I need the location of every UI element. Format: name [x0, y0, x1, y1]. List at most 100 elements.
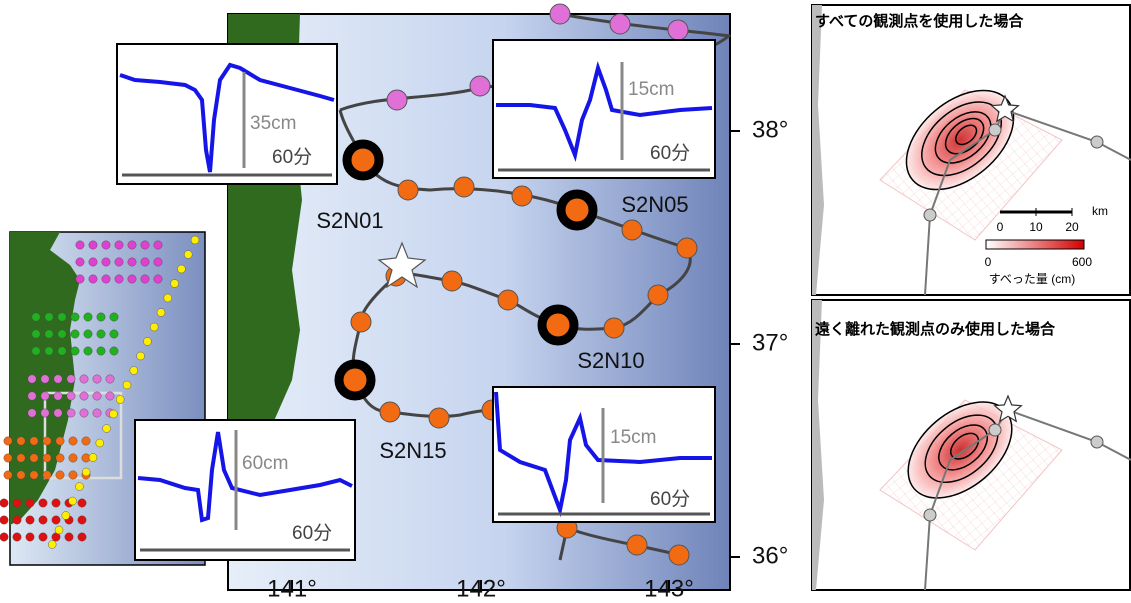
- locator-node: [52, 499, 60, 507]
- locator-node: [13, 499, 21, 507]
- locator-node: [110, 313, 118, 321]
- inset: 35cm 60分: [117, 44, 337, 184]
- inset: 15cm 60分: [493, 387, 715, 522]
- locator-node: [154, 258, 162, 266]
- lat-label: 36°: [752, 542, 788, 569]
- locator-node: [41, 375, 49, 383]
- locator-node: [191, 236, 199, 244]
- locator-node: [52, 516, 60, 524]
- locator-node: [143, 338, 151, 346]
- locator-node: [0, 533, 8, 541]
- locator-node: [171, 280, 179, 288]
- cable-node: [924, 209, 936, 221]
- cable-node: [989, 124, 1001, 136]
- panel-title: すべての観測点を使用した場合: [815, 12, 1024, 30]
- locator-node: [115, 241, 123, 249]
- locator-node: [4, 437, 12, 445]
- locator-node: [71, 347, 79, 355]
- slip-panel: 遠く離れた観測点のみ使用した場合: [812, 300, 1131, 590]
- locator-node: [128, 275, 136, 283]
- locator-node: [0, 499, 8, 507]
- station-label: S2N10: [577, 348, 644, 373]
- locator-node: [89, 258, 97, 266]
- amplitude: 35cm: [250, 113, 296, 134]
- colorbar-label: すべった量 (cm): [989, 272, 1075, 286]
- locator-node: [28, 409, 36, 417]
- locator-node: [89, 275, 97, 283]
- locator-node: [102, 258, 110, 266]
- locator-node: [154, 275, 162, 283]
- locator-node: [45, 313, 53, 321]
- locator-node: [89, 241, 97, 249]
- locator-node: [32, 330, 40, 338]
- locator-node: [97, 330, 105, 338]
- duration: 60分: [292, 522, 332, 544]
- locator-node: [115, 258, 123, 266]
- station-label: S2N15: [379, 438, 446, 463]
- panel-title: 遠く離れた観測点のみ使用した場合: [815, 320, 1056, 338]
- locator-node: [55, 526, 63, 534]
- cable-node: [387, 90, 407, 110]
- locator-node: [26, 533, 34, 541]
- locator-node: [150, 323, 158, 331]
- duration: 60分: [650, 142, 690, 164]
- locator-node: [30, 454, 38, 462]
- cable-node: [1091, 136, 1103, 148]
- locator-node: [76, 258, 84, 266]
- locator-node: [84, 330, 92, 338]
- locator-node: [116, 396, 124, 404]
- inset: 60cm 60分: [135, 420, 355, 560]
- locator-node: [69, 497, 77, 505]
- locator-node: [80, 392, 88, 400]
- scale-tick: 20: [1065, 220, 1079, 234]
- locator-node: [78, 516, 86, 524]
- locator-node: [123, 381, 131, 389]
- locator-node: [71, 313, 79, 321]
- colorbar: [986, 240, 1084, 249]
- locator-node: [39, 533, 47, 541]
- locator-node: [43, 437, 51, 445]
- amplitude: 60cm: [242, 453, 288, 474]
- locator-node: [56, 454, 64, 462]
- locator-node: [82, 468, 90, 476]
- locator-node: [82, 437, 90, 445]
- cable-node: [429, 408, 449, 428]
- inset: 15cm 60分: [493, 40, 715, 178]
- locator-node: [67, 375, 75, 383]
- cable-node: [550, 4, 570, 24]
- locator-node: [137, 352, 145, 360]
- locator-node: [32, 347, 40, 355]
- amplitude: 15cm: [628, 79, 674, 100]
- locator-node: [17, 454, 25, 462]
- locator-node: [128, 241, 136, 249]
- locator-node: [177, 265, 185, 273]
- locator-node: [26, 516, 34, 524]
- station-label: S2N01: [316, 208, 383, 233]
- locator-node: [97, 313, 105, 321]
- locator-node: [54, 375, 62, 383]
- locator-node: [39, 499, 47, 507]
- cable-node: [648, 285, 668, 305]
- cable-node: [380, 402, 400, 422]
- lat-label: 38°: [752, 116, 788, 143]
- locator-node: [157, 309, 165, 317]
- locator-node: [45, 347, 53, 355]
- locator-node: [54, 392, 62, 400]
- locator-node: [106, 392, 114, 400]
- locator-node: [141, 258, 149, 266]
- locator-node: [76, 241, 84, 249]
- locator-node: [26, 499, 34, 507]
- locator-node: [76, 275, 84, 283]
- locator-node: [103, 425, 111, 433]
- cable-node: [604, 318, 624, 338]
- locator-node: [110, 347, 118, 355]
- locator-node: [17, 437, 25, 445]
- cable-node: [498, 290, 518, 310]
- locator-node: [106, 375, 114, 383]
- locator-node: [141, 275, 149, 283]
- locator-node: [13, 516, 21, 524]
- cable-node: [398, 180, 418, 200]
- locator-node: [28, 375, 36, 383]
- locator-node: [128, 258, 136, 266]
- locator-node: [43, 471, 51, 479]
